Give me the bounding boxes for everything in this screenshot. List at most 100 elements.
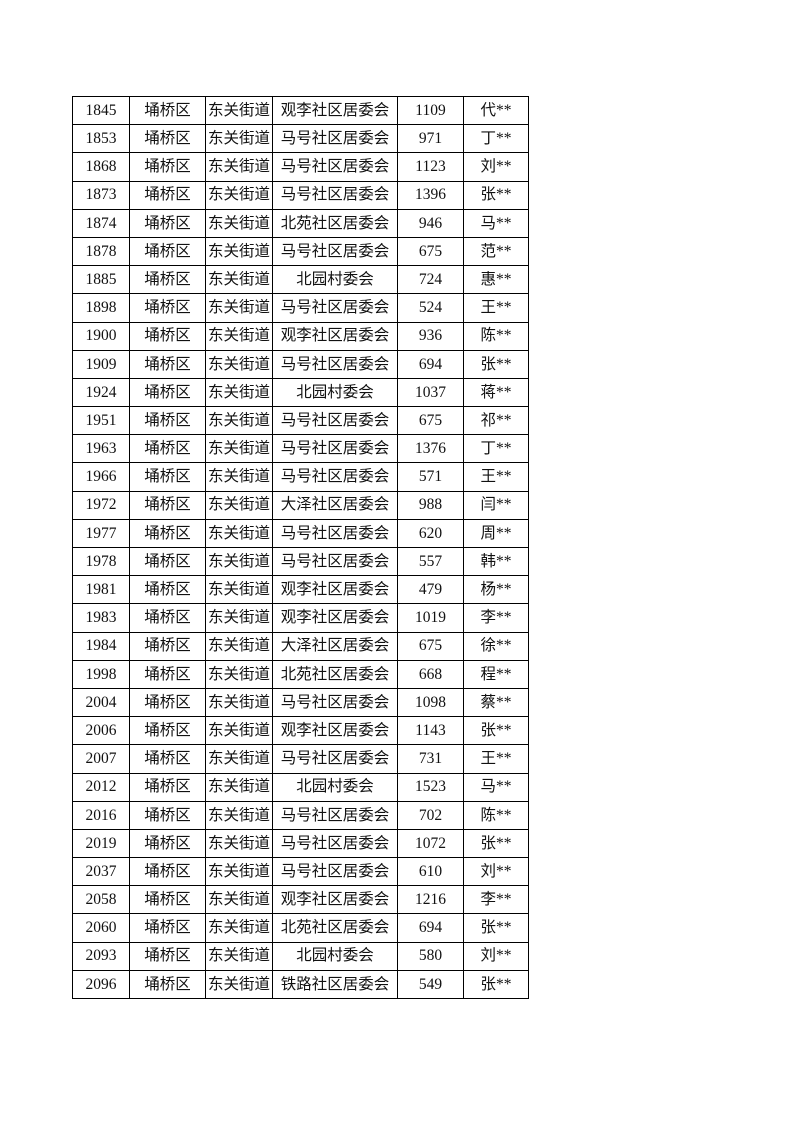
table-cell-masked-name: 蔡**: [463, 687, 529, 718]
table-cell-district: 埇桥区: [129, 462, 206, 492]
table-cell-district: 埇桥区: [129, 800, 206, 830]
table-cell-masked-name: 王**: [463, 293, 529, 323]
table-cell-count: 668: [397, 659, 464, 689]
table-cell-count: 694: [397, 349, 464, 379]
table-cell-community: 大泽社区居委会: [272, 490, 398, 520]
table-cell-street: 东关街道: [205, 377, 273, 408]
table-cell-district: 埇桥区: [129, 659, 206, 689]
table-row: 1978 埇桥区 东关街道 马号社区居委会 557 韩**: [72, 546, 529, 577]
table-cell-street: 东关街道: [205, 490, 273, 520]
table-cell-serial-number: 1909: [72, 349, 130, 379]
table-cell-masked-name: 张**: [463, 716, 529, 746]
table-cell-community: 北园村委会: [272, 377, 398, 408]
table-row: 1983 埇桥区 东关街道 观李社区居委会 1019 李**: [72, 603, 529, 633]
table-cell-community: 马号社区居委会: [272, 124, 398, 154]
table-cell-district: 埇桥区: [129, 490, 206, 520]
table-cell-community: 观李社区居委会: [272, 603, 398, 633]
table-cell-serial-number: 1885: [72, 265, 130, 295]
table-cell-community: 马号社区居委会: [272, 236, 398, 267]
table-cell-district: 埇桥区: [129, 744, 206, 774]
table-cell-serial-number: 1966: [72, 462, 130, 492]
table-cell-serial-number: 1983: [72, 603, 130, 633]
table-cell-serial-number: 1972: [72, 490, 130, 520]
table-cell-count: 610: [397, 857, 464, 887]
table-cell-district: 埇桥区: [129, 772, 206, 802]
table-cell-district: 埇桥区: [129, 293, 206, 323]
table-cell-count: 580: [397, 941, 464, 971]
table-cell-community: 北苑社区居委会: [272, 659, 398, 689]
table-cell-count: 1143: [397, 716, 464, 746]
table-cell-district: 埇桥区: [129, 236, 206, 267]
table-cell-masked-name: 王**: [463, 462, 529, 492]
table-cell-masked-name: 陈**: [463, 321, 529, 351]
table-row: 1977 埇桥区 东关街道 马号社区居委会 620 周**: [72, 518, 529, 549]
table-cell-count: 1376: [397, 434, 464, 464]
table-row: 1873 埇桥区 东关街道 马号社区居委会 1396 张**: [72, 180, 529, 210]
table-row: 1963 埇桥区 东关街道 马号社区居委会 1376 丁**: [72, 434, 529, 464]
table-cell-community: 马号社区居委会: [272, 462, 398, 492]
table-cell-serial-number: 2037: [72, 857, 130, 887]
table-cell-masked-name: 刘**: [463, 152, 529, 182]
table-cell-community: 观李社区居委会: [272, 716, 398, 746]
table-cell-community: 马号社区居委会: [272, 349, 398, 379]
table-cell-community: 马号社区居委会: [272, 800, 398, 830]
table-cell-district: 埇桥区: [129, 716, 206, 746]
table-cell-district: 埇桥区: [129, 349, 206, 379]
table-cell-count: 571: [397, 462, 464, 492]
table-cell-count: 557: [397, 546, 464, 577]
table-cell-count: 524: [397, 293, 464, 323]
table-cell-district: 埇桥区: [129, 208, 206, 238]
table-cell-district: 埇桥区: [129, 95, 206, 126]
table-cell-community: 马号社区居委会: [272, 687, 398, 718]
table-cell-street: 东关街道: [205, 687, 273, 718]
table-cell-street: 东关街道: [205, 546, 273, 577]
table-cell-masked-name: 张**: [463, 349, 529, 379]
table-cell-district: 埇桥区: [129, 575, 206, 605]
table-row: 1845 埇桥区 东关街道 观李社区居委会 1109 代**: [72, 95, 529, 126]
table-row: 2060 埇桥区 东关街道 北苑社区居委会 694 张**: [72, 913, 529, 943]
table-cell-masked-name: 陈**: [463, 800, 529, 830]
table-cell-masked-name: 祁**: [463, 406, 529, 436]
table-cell-serial-number: 2019: [72, 828, 130, 859]
table-cell-serial-number: 1900: [72, 321, 130, 351]
table-cell-street: 东关街道: [205, 969, 273, 1000]
table-row: 1900 埇桥区 东关街道 观李社区居委会 936 陈**: [72, 321, 529, 351]
table-cell-street: 东关街道: [205, 518, 273, 549]
table-cell-count: 1216: [397, 885, 464, 915]
table-cell-serial-number: 1853: [72, 124, 130, 154]
table-cell-masked-name: 马**: [463, 208, 529, 238]
table-cell-count: 702: [397, 800, 464, 830]
table-cell-serial-number: 1984: [72, 631, 130, 661]
table-cell-count: 1523: [397, 772, 464, 802]
table-cell-street: 东关街道: [205, 828, 273, 859]
table-cell-serial-number: 2006: [72, 716, 130, 746]
table-cell-masked-name: 代**: [463, 95, 529, 126]
table-cell-serial-number: 2058: [72, 885, 130, 915]
table-cell-serial-number: 1845: [72, 95, 130, 126]
table-cell-count: 936: [397, 321, 464, 351]
table-cell-masked-name: 张**: [463, 969, 529, 1000]
table-cell-count: 675: [397, 236, 464, 267]
table-cell-serial-number: 1924: [72, 377, 130, 408]
table-row: 2016 埇桥区 东关街道 马号社区居委会 702 陈**: [72, 800, 529, 830]
table-cell-street: 东关街道: [205, 659, 273, 689]
table-cell-masked-name: 惠**: [463, 265, 529, 295]
table-cell-serial-number: 1874: [72, 208, 130, 238]
table-cell-masked-name: 丁**: [463, 434, 529, 464]
table-cell-community: 马号社区居委会: [272, 857, 398, 887]
table-cell-count: 1072: [397, 828, 464, 859]
table-cell-count: 1098: [397, 687, 464, 718]
table-cell-serial-number: 2093: [72, 941, 130, 971]
table-cell-count: 731: [397, 744, 464, 774]
table-cell-community: 马号社区居委会: [272, 434, 398, 464]
table-cell-district: 埇桥区: [129, 885, 206, 915]
table-cell-community: 马号社区居委会: [272, 744, 398, 774]
table-cell-street: 东关街道: [205, 575, 273, 605]
table-cell-street: 东关街道: [205, 321, 273, 351]
table-row: 1868 埇桥区 东关街道 马号社区居委会 1123 刘**: [72, 152, 529, 182]
table-cell-masked-name: 张**: [463, 180, 529, 210]
table-cell-masked-name: 韩**: [463, 546, 529, 577]
table-cell-street: 东关街道: [205, 152, 273, 182]
table-cell-count: 1019: [397, 603, 464, 633]
